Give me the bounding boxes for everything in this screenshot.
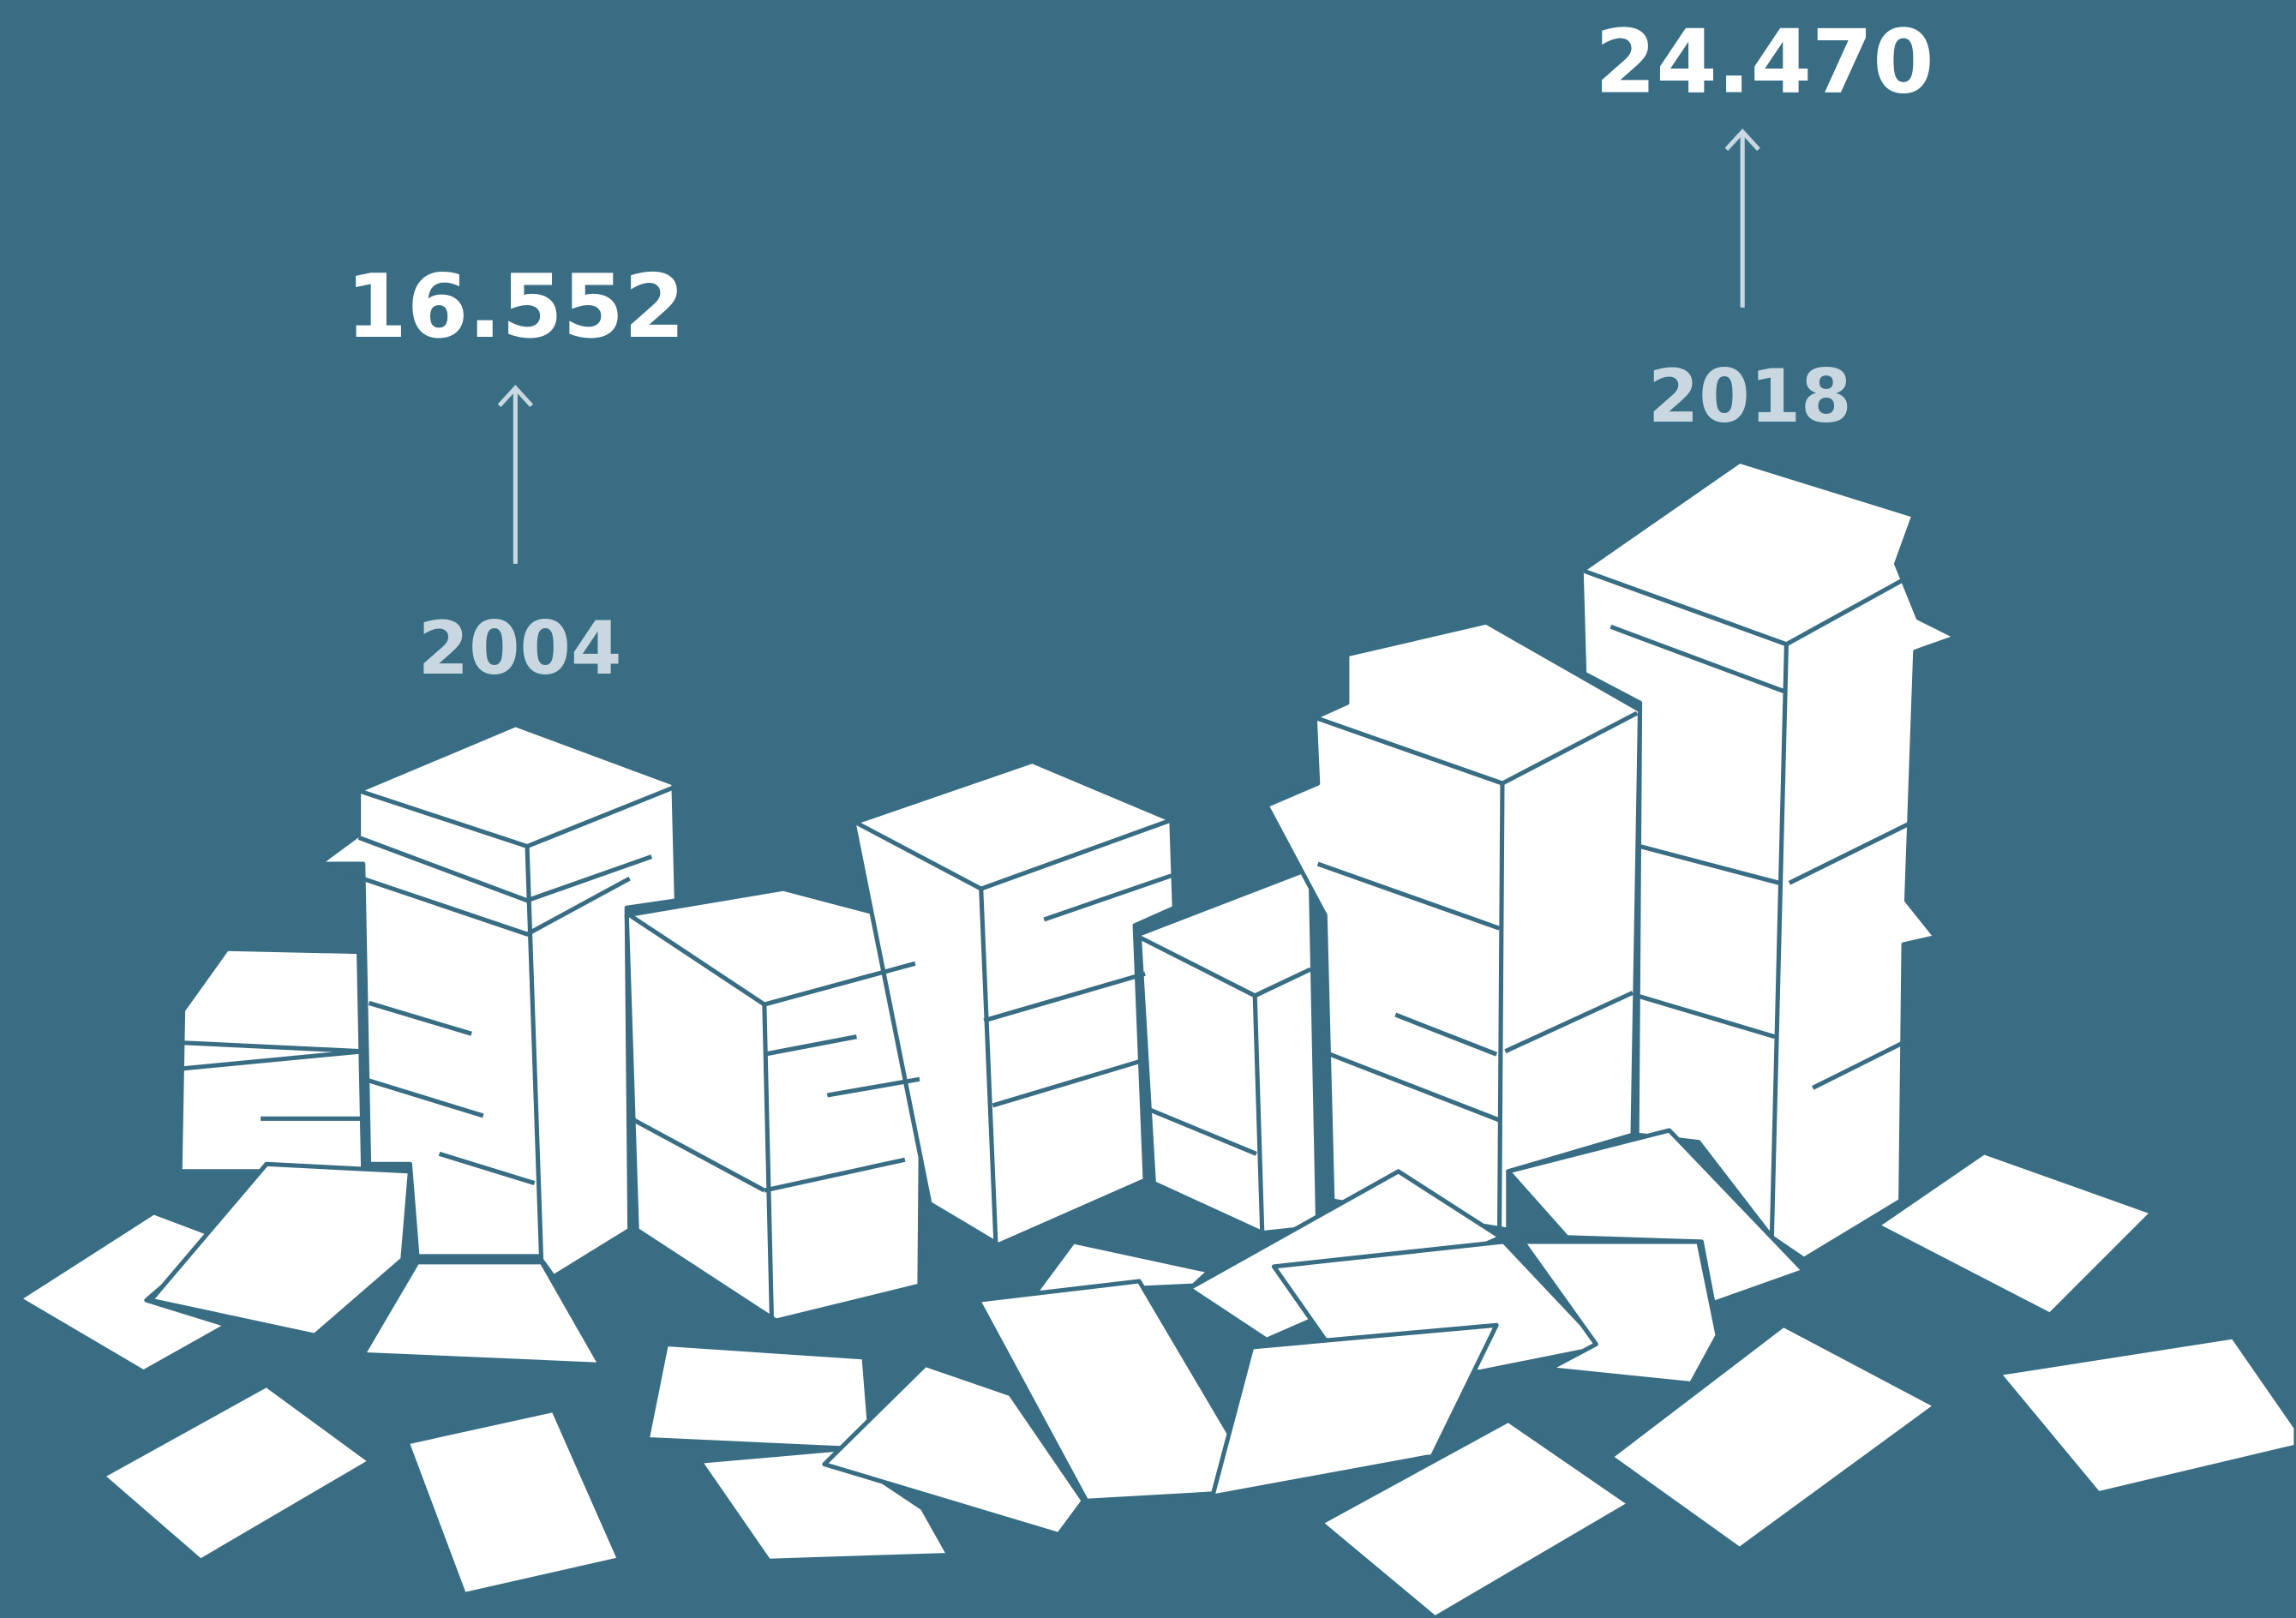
year-label: 2004 <box>418 607 622 692</box>
page: 16.552 2004 24.470 2018 (() => { const d… <box>0 0 2296 1618</box>
value-label: 24.470 <box>1595 12 1934 114</box>
infographic: 16.552 2004 24.470 2018 <box>0 0 2296 1618</box>
value-label: 16.552 <box>346 256 686 358</box>
year-label: 2018 <box>1648 355 1852 440</box>
edge <box>1500 783 1502 1230</box>
paper-stack <box>1139 868 1317 1232</box>
paper <box>647 1344 871 1449</box>
